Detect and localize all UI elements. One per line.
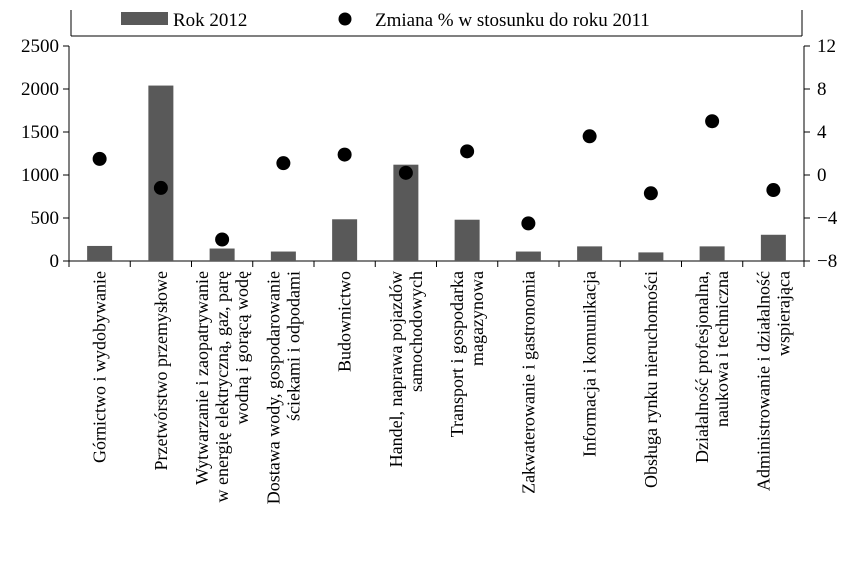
legend-point-label: Zmiana % w stosunku do roku 2011 — [375, 10, 650, 31]
category-label: Budownictwo — [335, 271, 355, 372]
data-point — [766, 183, 781, 198]
category-label: Handel, naprawa pojazdówsamochodowych — [386, 271, 426, 467]
bar — [87, 245, 113, 261]
data-point — [705, 114, 720, 129]
category-label-line: wodną i gorącą wodę — [232, 271, 252, 424]
data-point — [398, 165, 413, 180]
bar — [270, 251, 296, 261]
left-tick-label: 1500 — [21, 122, 59, 143]
category-label: Informacja i komunikacja — [580, 271, 600, 457]
category-label-line: Budownictwo — [335, 271, 355, 372]
category-label-line: Wytwarzanie i zaopatrywanie — [192, 271, 212, 485]
category-label-line: samochodowych — [406, 271, 426, 392]
data-point — [521, 216, 536, 231]
bar — [760, 234, 786, 261]
left-tick-label: 1000 — [21, 165, 59, 186]
bar — [332, 219, 358, 261]
category-label: Przetwórstwo przemysłowe — [151, 271, 171, 470]
legend-bar-swatch — [121, 12, 168, 25]
category-label-line: naukowa i techniczna — [712, 271, 732, 427]
bar — [209, 248, 235, 261]
category-label-line: Działalność profesjonalna, — [692, 271, 712, 463]
bar-series — [87, 85, 786, 261]
bar — [577, 246, 603, 261]
data-point — [215, 232, 230, 247]
data-point — [460, 144, 475, 159]
category-label-line: Dostawa wody, gospodarowanie — [263, 271, 283, 504]
category-label-line: Obsługa rynku nieruchomości — [641, 271, 661, 488]
category-label-line: w energię elektryczną, gaz, parę — [212, 271, 232, 503]
legend-bar-label: Rok 2012 — [173, 10, 247, 31]
right-axis-ticks: −8 −4 0 4 8 12 — [804, 36, 838, 272]
left-tick-label: 2500 — [21, 36, 59, 57]
bar — [699, 246, 725, 261]
category-label-line: Górnictwo i wydobywanie — [90, 271, 110, 463]
category-label: Obsługa rynku nieruchomości — [641, 271, 661, 488]
category-labels: Górnictwo i wydobywanie Przetwórstwo prze… — [90, 271, 794, 504]
bar — [393, 164, 419, 261]
right-tick-label: 0 — [817, 165, 827, 186]
data-point — [276, 156, 291, 171]
data-point — [337, 147, 352, 162]
data-point — [643, 186, 658, 201]
bar — [638, 252, 664, 261]
left-tick-label: 2000 — [21, 79, 59, 100]
category-label-line: Administrowanie i działalność — [753, 271, 773, 491]
bar — [148, 85, 174, 261]
legend: Rok 2012 Zmiana % w stosunku do roku 2011 — [70, 10, 803, 37]
left-tick-label: 500 — [31, 208, 60, 229]
category-label: Wytwarzanie i zaopatrywaniew energię ele… — [192, 271, 252, 503]
left-tick-label: 0 — [50, 251, 60, 272]
category-label-line: Transport i gospodarka — [447, 271, 467, 437]
category-label-line: Informacja i komunikacja — [580, 271, 600, 457]
right-tick-label: −8 — [817, 251, 837, 272]
category-label: Transport i gospodarkamagazynowa — [447, 271, 487, 437]
category-label: Zakwaterowanie i gastronomia — [518, 271, 538, 494]
category-label-line: wspierająca — [773, 271, 793, 356]
axes — [68, 46, 805, 267]
category-label: Działalność profesjonalna,naukowa i tech… — [692, 271, 732, 463]
legend-point-swatch — [338, 12, 352, 26]
bar — [515, 251, 541, 261]
category-label-line: Przetwórstwo przemysłowe — [151, 271, 171, 470]
data-point — [92, 151, 107, 166]
right-tick-label: 12 — [817, 36, 836, 57]
category-label-line: ściekami i odpodami — [283, 271, 303, 421]
data-point — [153, 180, 168, 195]
category-label-line: Zakwaterowanie i gastronomia — [518, 271, 538, 494]
right-tick-label: 4 — [817, 122, 827, 143]
category-label: Dostawa wody, gospodarowanieściekami i o… — [263, 271, 303, 504]
category-label-line: magazynowa — [467, 271, 487, 366]
category-label-line: Handel, naprawa pojazdów — [386, 271, 406, 467]
right-tick-label: −4 — [817, 208, 838, 229]
category-label: Administrowanie i działalnośćwspierająca — [753, 271, 793, 491]
bar — [454, 219, 480, 261]
data-point — [582, 129, 597, 144]
category-label: Górnictwo i wydobywanie — [90, 271, 110, 463]
right-tick-label: 8 — [817, 79, 827, 100]
left-axis-ticks: 0 500 1000 1500 2000 2500 — [21, 36, 69, 272]
point-series — [92, 114, 781, 247]
